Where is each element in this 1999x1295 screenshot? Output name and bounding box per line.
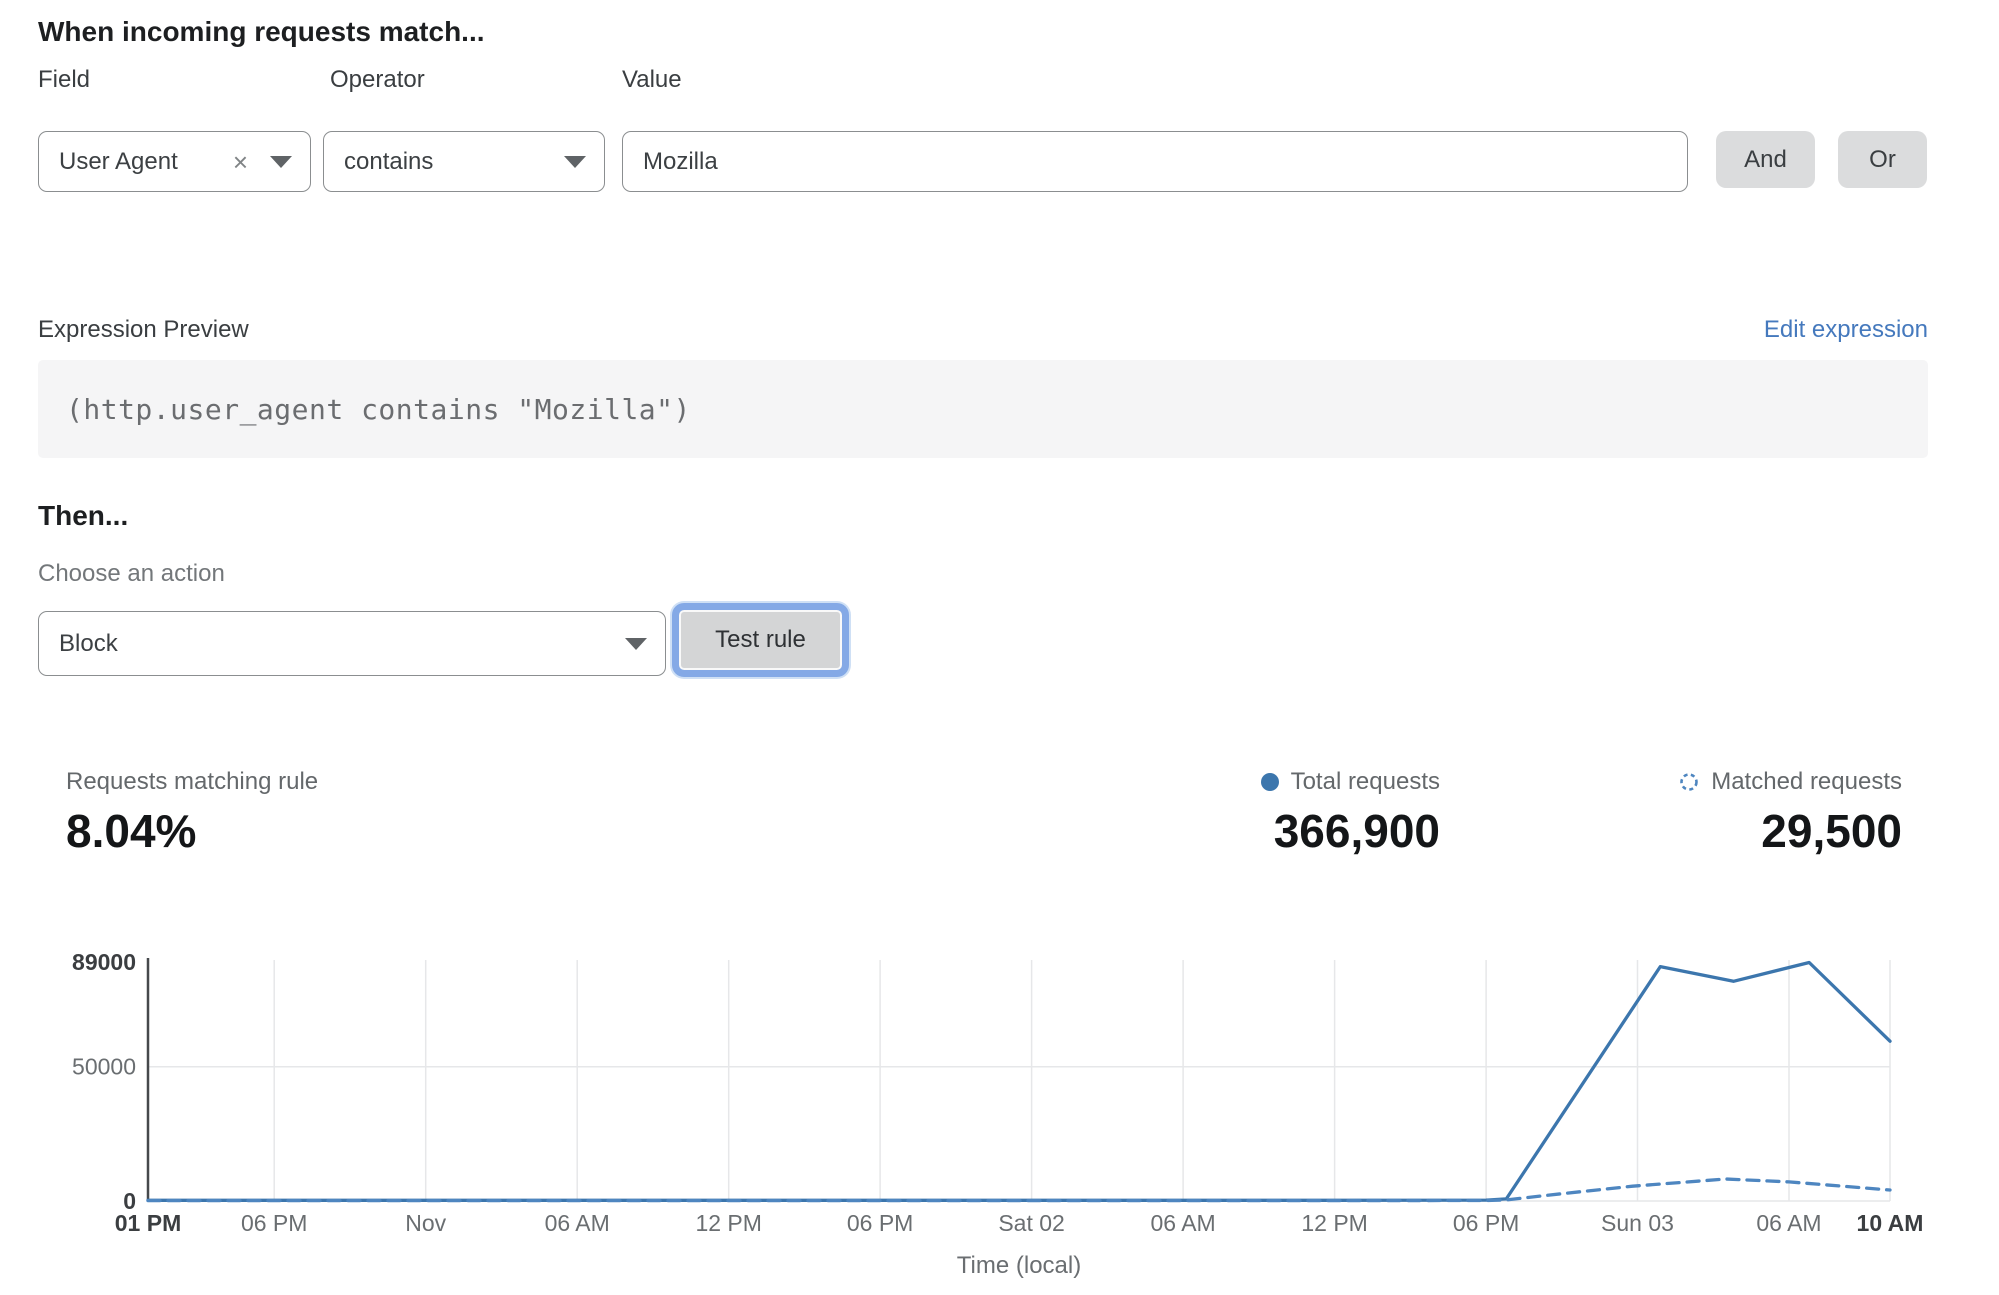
stat-matched-label: Matched requests	[1711, 768, 1902, 795]
stat-matched-requests: Matched requests 29,500	[1522, 768, 1902, 858]
svg-text:Time (local): Time (local)	[957, 1252, 1081, 1279]
svg-text:06 PM: 06 PM	[241, 1210, 307, 1236]
value-label: Value	[622, 66, 682, 93]
chevron-down-icon	[270, 155, 292, 168]
svg-text:06 AM: 06 AM	[545, 1210, 610, 1236]
svg-text:12 PM: 12 PM	[695, 1210, 761, 1236]
expression-preview-code: (http.user_agent contains "Mozilla")	[38, 360, 1928, 458]
stat-matched-value: 29,500	[1761, 805, 1902, 857]
svg-text:89000: 89000	[72, 949, 136, 975]
svg-text:12 PM: 12 PM	[1301, 1210, 1367, 1236]
test-rule-button[interactable]: Test rule	[672, 603, 849, 677]
matched-requests-legend-dashed-circle-icon	[1680, 773, 1699, 791]
clear-field-icon[interactable]: ×	[232, 146, 248, 177]
edit-expression-link[interactable]: Edit expression	[1763, 316, 1928, 343]
svg-text:06 AM: 06 AM	[1756, 1210, 1821, 1236]
stat-matching-label: Requests matching rule	[66, 768, 319, 795]
field-label: Field	[38, 66, 91, 93]
and-button[interactable]: And	[1716, 131, 1815, 188]
field-select[interactable]: User Agent ×	[38, 131, 311, 192]
stat-total-label: Total requests	[1290, 768, 1440, 795]
svg-text:0: 0	[123, 1188, 136, 1214]
expression-preview-label: Expression Preview	[38, 316, 249, 343]
total-requests-legend-dot-icon	[1260, 773, 1279, 791]
svg-text:Sun 03: Sun 03	[1601, 1210, 1674, 1236]
or-button[interactable]: Or	[1838, 131, 1927, 188]
match-section-heading: When incoming requests match...	[38, 16, 485, 47]
field-select-value: User Agent	[59, 147, 178, 175]
svg-text:06 AM: 06 AM	[1150, 1210, 1215, 1236]
stat-requests-matching: Requests matching rule 8.04%	[66, 768, 318, 858]
action-select-value: Block	[59, 629, 118, 657]
stat-total-requests: Total requests 366,900	[1080, 768, 1440, 858]
svg-text:06 PM: 06 PM	[847, 1210, 913, 1236]
operator-select-value: contains	[344, 147, 434, 175]
action-select[interactable]: Block	[38, 611, 666, 676]
requests-chart: 0 50000 89000 01 PM 06 PM Nov 06 AM 12 PM 06 PM S…	[72, 949, 1924, 1279]
svg-text:06 PM: 06 PM	[1453, 1210, 1519, 1236]
operator-select[interactable]: contains	[323, 131, 605, 192]
operator-label: Operator	[330, 66, 425, 93]
stat-total-value: 366,900	[1273, 805, 1440, 857]
svg-text:10 AM: 10 AM	[1857, 1210, 1924, 1236]
svg-text:50000: 50000	[72, 1054, 136, 1080]
value-input[interactable]	[622, 131, 1688, 192]
chevron-down-icon	[625, 637, 647, 650]
chevron-down-icon	[564, 155, 586, 168]
stat-matching-value: 8.04%	[66, 805, 197, 857]
then-section-heading: Then...	[38, 500, 129, 531]
choose-action-label: Choose an action	[38, 560, 225, 587]
svg-text:Sat 02: Sat 02	[998, 1210, 1065, 1236]
svg-text:01 PM: 01 PM	[115, 1210, 181, 1236]
requests-chart-container: 0 50000 89000 01 PM 06 PM Nov 06 AM 12 PM 06 PM S…	[0, 940, 1999, 1290]
expression-code-text: (http.user_agent contains "Mozilla")	[66, 392, 691, 426]
svg-text:Nov: Nov	[405, 1210, 446, 1236]
